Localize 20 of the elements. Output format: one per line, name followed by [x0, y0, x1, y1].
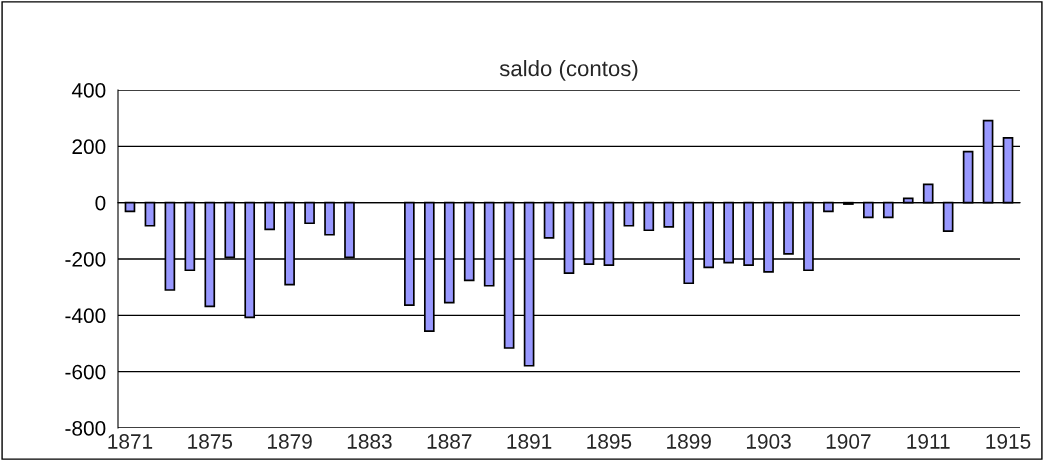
x-tick-label: 1887 — [427, 434, 472, 449]
x-tick-label: 1903 — [746, 434, 791, 449]
y-tick-label: -800 — [65, 421, 106, 436]
y-tick-label: -200 — [65, 252, 106, 267]
y-tick-label: 0 — [95, 195, 106, 211]
x-tick-label: 1907 — [826, 434, 871, 449]
y-tick-label: -600 — [65, 364, 106, 380]
x-tick-label: 1879 — [268, 434, 312, 449]
x-tick-label: 1915 — [986, 434, 1031, 449]
y-tick-label: 200 — [72, 139, 106, 155]
x-tick-label: 1895 — [587, 434, 632, 449]
x-tick-label: 1911 — [907, 434, 950, 449]
x-tick-label: 1891 — [507, 434, 552, 449]
y-tick-label: -400 — [65, 308, 106, 324]
x-tick-label: 1871 — [108, 434, 153, 449]
x-tick-label: 1883 — [347, 434, 392, 449]
x-tick-label: 1875 — [188, 434, 233, 449]
chart-title: saldo (contos) — [499, 60, 638, 81]
y-tick-label: 400 — [71, 83, 106, 98]
x-tick-label: 1899 — [667, 434, 711, 449]
